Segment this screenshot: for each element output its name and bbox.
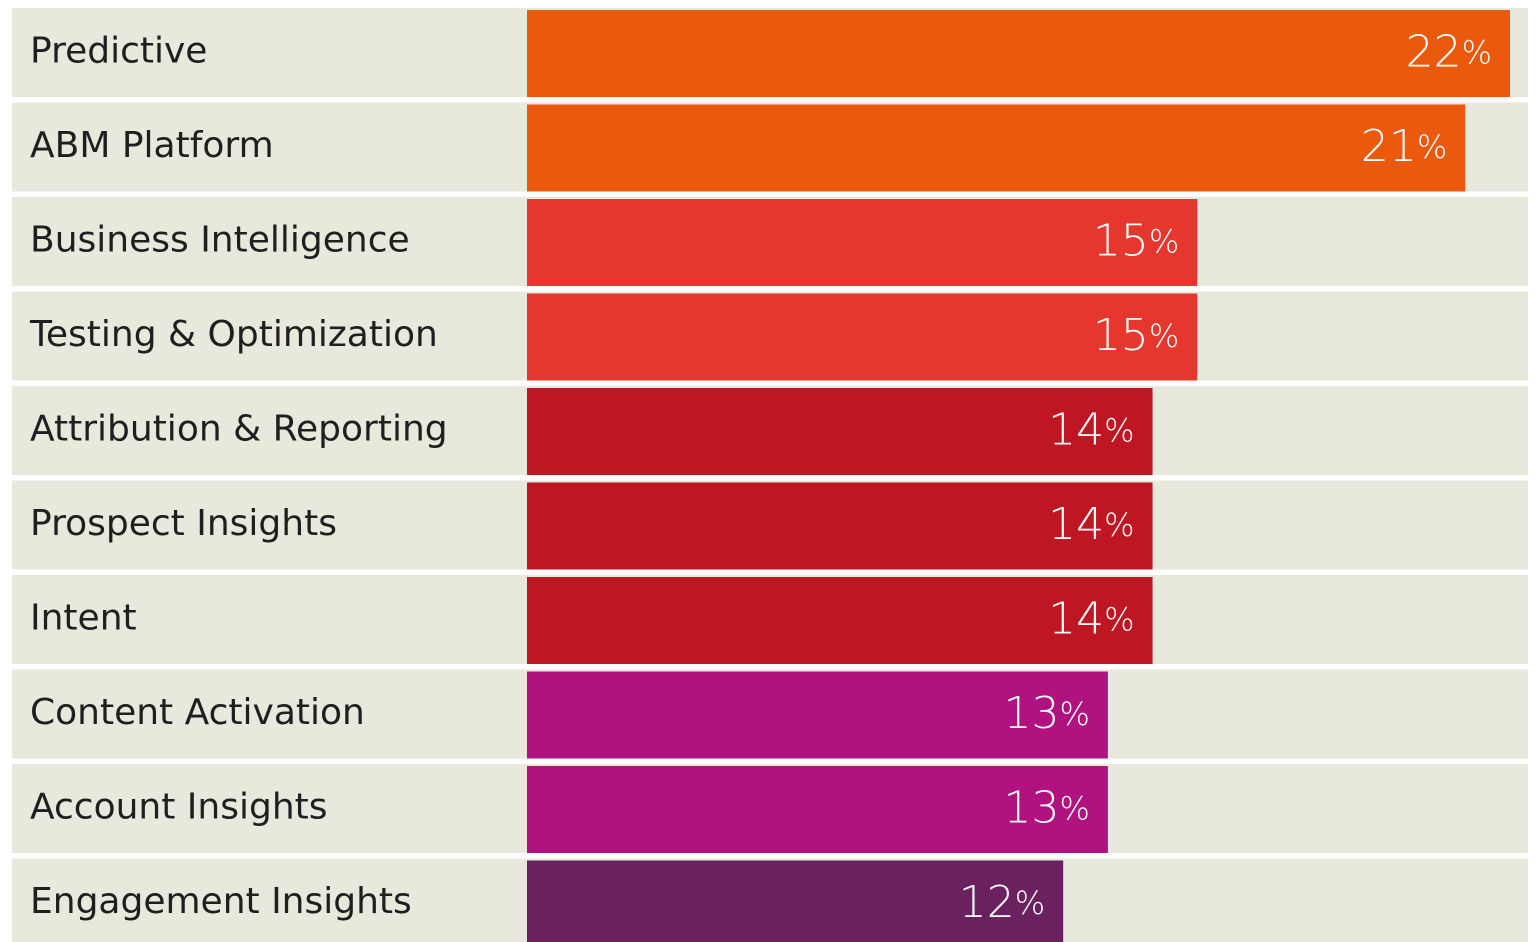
value-label: 14%	[1048, 499, 1134, 550]
value-label: 13%	[1003, 688, 1089, 739]
category-label: Intent	[30, 598, 137, 639]
value-label: 15%	[1093, 310, 1179, 361]
category-label: Attribution & Reporting	[30, 409, 448, 450]
category-label: Testing & Optimization	[29, 314, 438, 355]
category-label: Account Insights	[30, 787, 328, 828]
bar	[527, 10, 1510, 97]
bar	[527, 104, 1466, 192]
category-label: Content Activation	[30, 692, 365, 733]
category-label: Engagement Insights	[30, 881, 412, 922]
bar	[527, 766, 1108, 853]
category-label: Business Intelligence	[30, 220, 410, 261]
bar	[527, 388, 1153, 475]
value-label: 22%	[1406, 27, 1492, 78]
bar	[527, 671, 1108, 759]
value-label: 15%	[1093, 216, 1179, 267]
bar	[527, 482, 1153, 570]
category-label: Predictive	[30, 31, 207, 72]
category-label: Prospect Insights	[30, 503, 337, 544]
bar	[527, 577, 1153, 664]
value-label: 13%	[1003, 783, 1089, 834]
bar	[527, 860, 1064, 942]
category-label: ABM Platform	[30, 125, 274, 166]
value-label: 12%	[959, 877, 1045, 928]
value-label: 21%	[1361, 121, 1447, 172]
value-label: 14%	[1048, 594, 1134, 645]
bar	[527, 293, 1198, 381]
value-label: 14%	[1048, 405, 1134, 456]
bar	[527, 199, 1198, 286]
